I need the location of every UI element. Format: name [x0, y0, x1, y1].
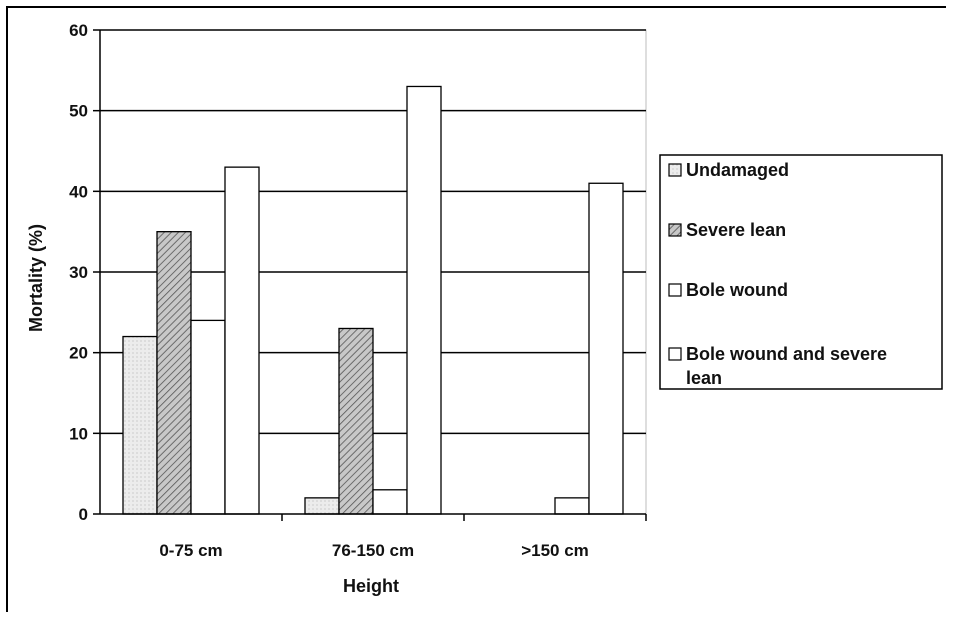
y-tick-labels: 0 10 20 30 40 50 60 — [69, 21, 88, 524]
bar-bole-wound — [554, 497, 590, 515]
bars — [122, 85, 624, 515]
y-axis-title: Mortality (%) — [26, 224, 46, 332]
y-tick-label: 50 — [69, 102, 88, 121]
bar-severe-lean — [156, 231, 192, 515]
y-tick-label: 10 — [69, 424, 88, 443]
axes — [93, 29, 647, 521]
chart-frame — [6, 6, 946, 612]
y-tick-label: 30 — [69, 263, 88, 282]
legend-label: Severe lean — [686, 220, 786, 240]
legend-label: Undamaged — [686, 160, 789, 180]
y-tick-label: 60 — [69, 21, 88, 40]
legend-box — [659, 154, 943, 390]
bar-bole-wound — [190, 319, 226, 515]
bar-undamaged — [304, 497, 340, 515]
bar-bole-wound-and-severe-lean — [224, 166, 260, 515]
bar-bole-wound-and-severe-lean — [588, 182, 624, 515]
legend-swatch — [668, 347, 682, 361]
bar-severe-lean — [338, 327, 374, 515]
legend-label: Bole wound and severe lean — [686, 344, 887, 388]
legend: Undamaged Severe lean Bole wound Bole wound… — [659, 154, 943, 390]
legend-swatch — [668, 163, 682, 177]
x-tick-label: >150 cm — [521, 541, 589, 560]
legend-label: Bole wound — [686, 280, 788, 300]
x-axis-title: Height — [343, 576, 399, 596]
x-tick-label: 76-150 cm — [332, 541, 414, 560]
bar-bole-wound-and-severe-lean — [406, 85, 442, 515]
y-tick-label: 20 — [69, 344, 88, 363]
y-tick-label: 0 — [79, 505, 88, 524]
x-tick-label: 0-75 cm — [159, 541, 222, 560]
bar-undamaged — [122, 335, 158, 515]
x-tick-labels: 0-75 cm 76-150 cm >150 cm — [159, 541, 588, 560]
bar-bole-wound — [372, 489, 408, 515]
legend-swatch — [668, 223, 682, 237]
legend-swatch — [668, 283, 682, 297]
y-tick-label: 40 — [69, 182, 88, 201]
